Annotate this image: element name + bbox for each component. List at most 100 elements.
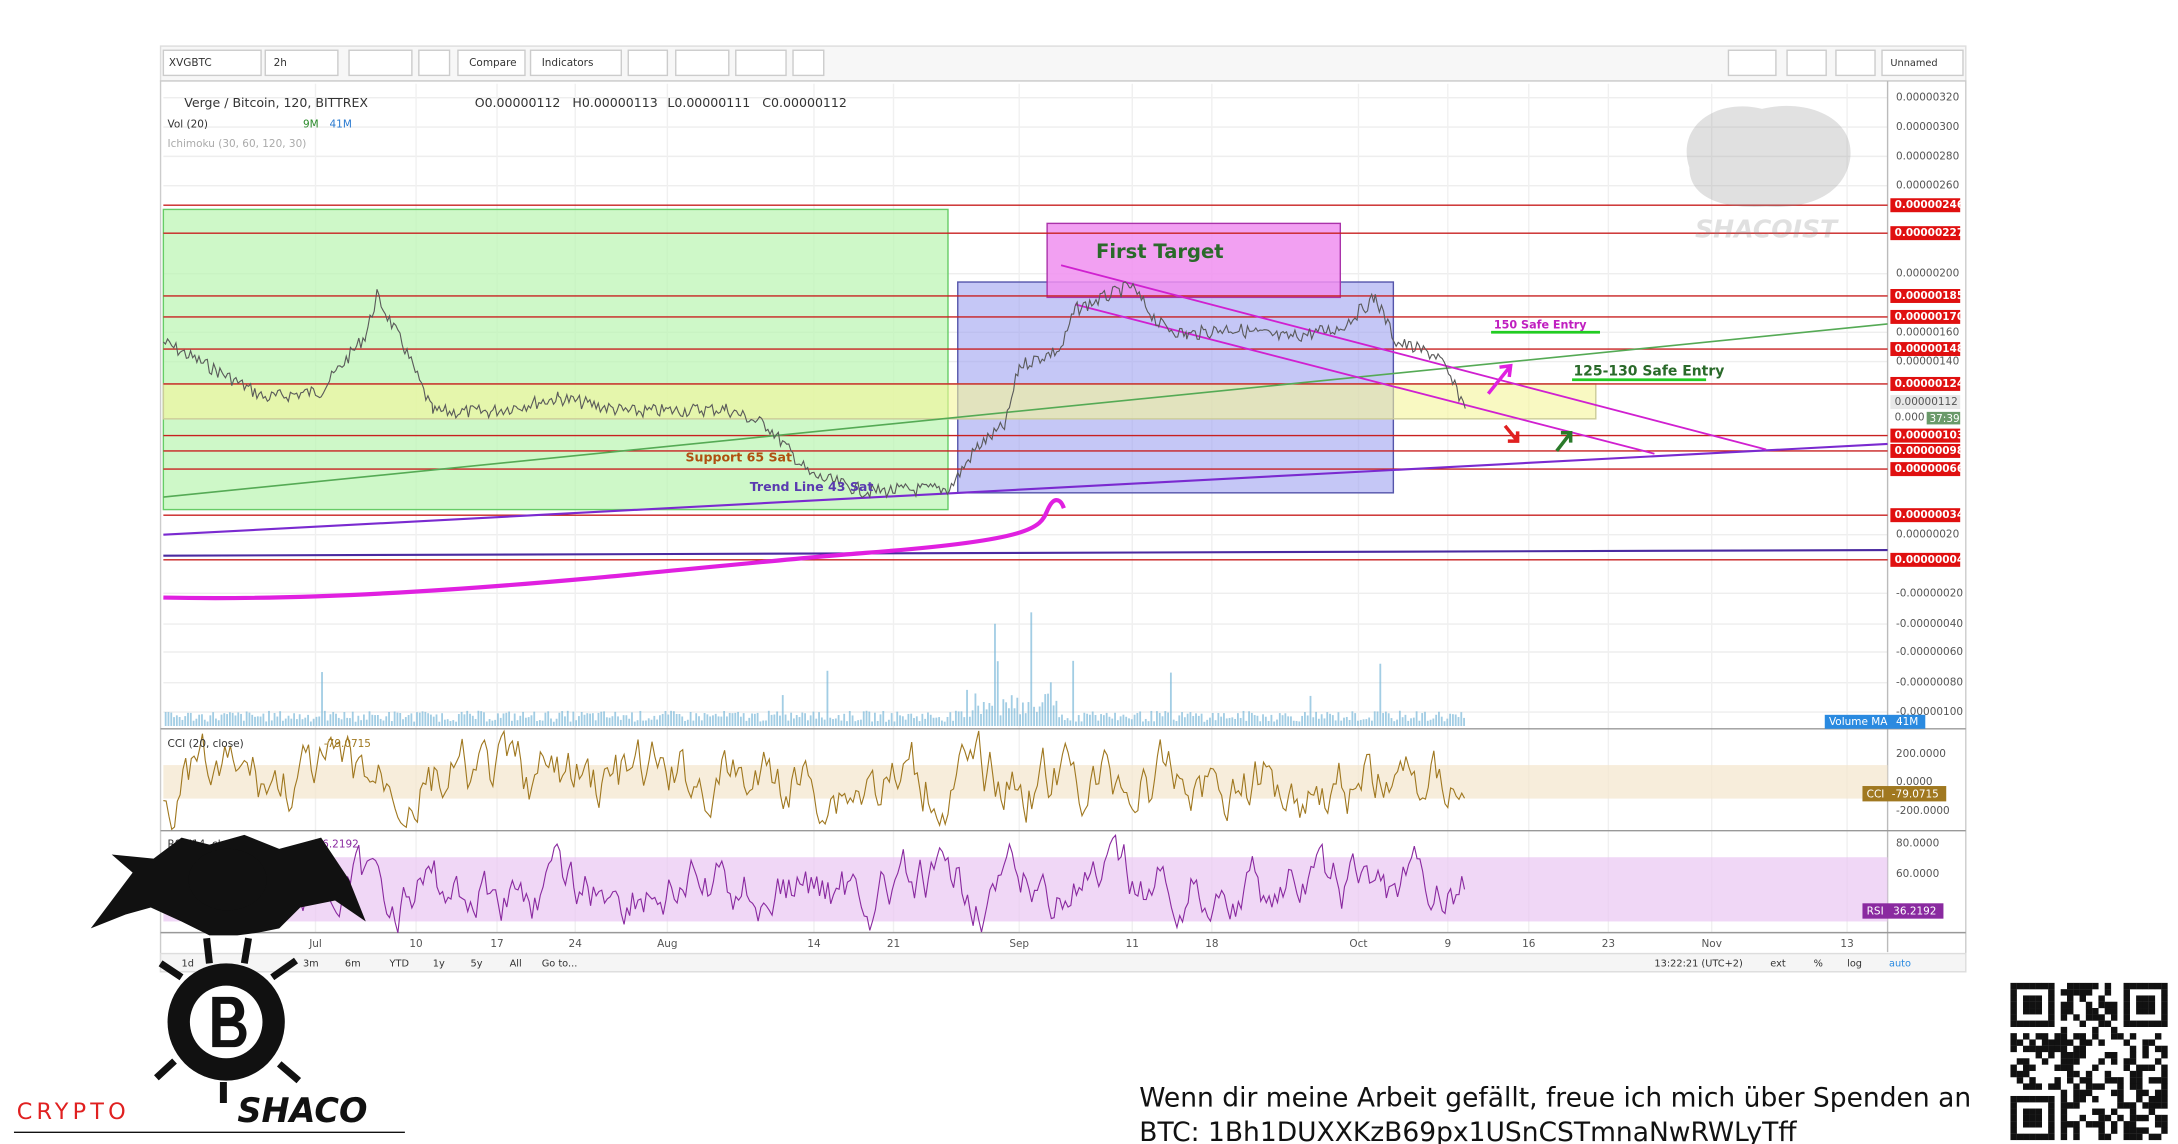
symbol[interactable]: XVGBTC xyxy=(169,57,212,69)
volume-bar xyxy=(321,672,323,726)
volume-bar xyxy=(580,711,583,726)
volume-bar xyxy=(443,719,446,726)
qr-module xyxy=(2079,1077,2086,1084)
time-tick-label: Aug xyxy=(657,938,677,950)
volume-bar xyxy=(1072,660,1075,726)
volume-bar xyxy=(1010,695,1013,726)
volume-bar xyxy=(686,719,689,726)
fullscreen-button[interactable] xyxy=(792,49,825,77)
qr-module xyxy=(2079,1089,2086,1097)
compare-button[interactable] xyxy=(457,49,526,77)
qr-module xyxy=(2060,1127,2068,1134)
volume-bar xyxy=(600,711,603,726)
qr-module xyxy=(2142,1089,2149,1097)
level-label: 0.00000098 xyxy=(1895,445,1965,457)
qr-module xyxy=(2060,1051,2068,1059)
interval-box[interactable] xyxy=(264,49,339,77)
volume-bar xyxy=(1435,714,1438,726)
volume-bar xyxy=(256,716,259,726)
price-tick-label: -0.00000020 xyxy=(1896,587,1963,599)
qr-module xyxy=(2161,1001,2168,1009)
load-button[interactable] xyxy=(1835,49,1876,77)
volume-bar xyxy=(290,718,293,726)
volume-bar xyxy=(192,720,195,726)
goto-button[interactable]: Go to... xyxy=(542,958,578,969)
qr-module xyxy=(2117,1083,2124,1090)
current-price: 0.00000112 xyxy=(1895,396,1958,408)
price-tick-label: 0.00000140 xyxy=(1896,356,1959,368)
range-button[interactable]: YTD xyxy=(389,958,409,969)
volume-bar xyxy=(1387,713,1390,726)
qr-module xyxy=(2048,995,2055,1002)
indicators-button[interactable] xyxy=(529,49,622,77)
level-badge xyxy=(1890,428,1961,443)
crypto-shaco-logo xyxy=(188,848,267,911)
range-button[interactable]: 1y xyxy=(433,958,445,969)
watermark-logo: SHACOIST xyxy=(1686,105,1851,243)
range-button[interactable]: 5y xyxy=(471,958,483,969)
log-button[interactable]: log xyxy=(1847,958,1862,969)
qr-module xyxy=(2142,1051,2149,1059)
alert-button[interactable] xyxy=(627,49,669,77)
qr-module xyxy=(2136,1133,2143,1141)
volume-bar xyxy=(424,711,427,726)
qr-module xyxy=(2048,989,2055,996)
volume-bar xyxy=(170,712,173,726)
percent-button[interactable]: % xyxy=(1814,958,1823,969)
qr-module xyxy=(2010,995,2017,1002)
volume-bar xyxy=(368,711,371,726)
qr-module xyxy=(2023,1070,2030,1078)
symbol-box[interactable] xyxy=(162,49,262,77)
level-badge xyxy=(1890,309,1961,324)
volume-bar xyxy=(1158,712,1161,726)
volume-bar xyxy=(1144,718,1147,726)
interval[interactable]: 2h xyxy=(274,57,287,69)
chart-type[interactable] xyxy=(348,49,413,77)
settings-button[interactable] xyxy=(418,49,451,77)
volume-bar xyxy=(829,717,832,726)
undo-redo[interactable] xyxy=(735,49,787,77)
qr-module xyxy=(2029,1045,2036,1053)
volume-bar xyxy=(198,714,201,726)
qr-module xyxy=(2104,1008,2112,1015)
range-button[interactable]: All xyxy=(510,958,522,969)
price-axis: 0.00000320 0.00000300 0.00000280 0.00000260… xyxy=(1890,92,1964,718)
save-button[interactable] xyxy=(1786,49,1827,77)
range-button[interactable]: 3m xyxy=(303,958,319,969)
qr-module xyxy=(2110,1089,2118,1097)
qr-module xyxy=(2123,989,2130,996)
qr-module xyxy=(2148,995,2156,1002)
volume-bar xyxy=(1390,718,1393,726)
level-label: 0.00000246 xyxy=(1895,199,1965,211)
volume-bar xyxy=(656,719,659,726)
indicators[interactable]: Indicators xyxy=(542,57,594,69)
ext-button[interactable]: ext xyxy=(1770,958,1786,969)
volume-bar xyxy=(843,713,846,726)
cci-title: CCI (20, close) xyxy=(168,738,244,750)
layout-button[interactable] xyxy=(1727,49,1777,77)
volume-bar xyxy=(1443,721,1446,726)
volume-bar xyxy=(1211,712,1214,726)
volume-bar xyxy=(268,710,270,726)
volume-bar xyxy=(184,716,187,726)
logo-crypto: CRYPTO xyxy=(17,1099,130,1125)
auto-button[interactable]: auto xyxy=(1889,958,1911,969)
compare[interactable]: Compare xyxy=(469,57,517,69)
volume-bar xyxy=(497,713,499,726)
layout-name[interactable]: Unnamed xyxy=(1890,58,1937,69)
range-button[interactable]: 6m xyxy=(345,958,361,969)
volume-bar xyxy=(717,716,720,726)
qr-module xyxy=(2161,1070,2168,1078)
rsi-badge xyxy=(1862,903,1944,919)
theme-button[interactable] xyxy=(675,49,730,77)
qr-module xyxy=(2041,1058,2049,1065)
range-buttons: 1d 3m 6m YTD 1y 5y All Go to... xyxy=(182,958,578,969)
qr-module xyxy=(2136,1114,2143,1122)
qr-module xyxy=(2092,1121,2099,1128)
qr-module xyxy=(2048,1039,2055,1046)
range-button[interactable]: 1d xyxy=(182,958,194,969)
qr-module xyxy=(2136,1020,2143,1028)
layout-name-box[interactable] xyxy=(1881,49,1964,77)
qr-module xyxy=(2161,995,2168,1002)
volume-bar xyxy=(1013,708,1016,726)
